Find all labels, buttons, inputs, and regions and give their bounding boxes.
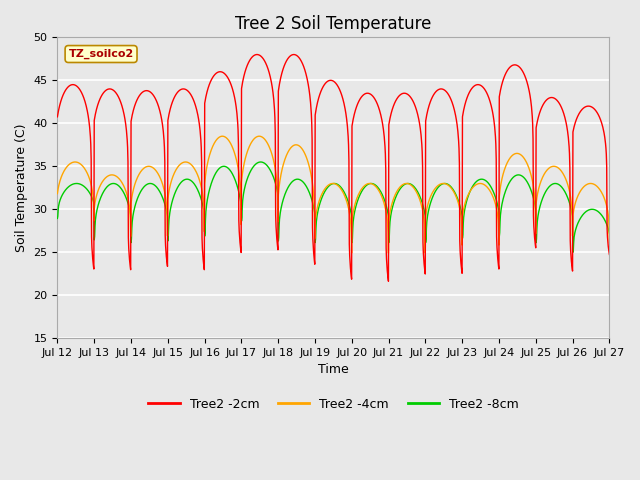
Title: Tree 2 Soil Temperature: Tree 2 Soil Temperature: [236, 15, 431, 33]
Legend: Tree2 -2cm, Tree2 -4cm, Tree2 -8cm: Tree2 -2cm, Tree2 -4cm, Tree2 -8cm: [143, 393, 524, 416]
Y-axis label: Soil Temperature (C): Soil Temperature (C): [15, 123, 28, 252]
Text: TZ_soilco2: TZ_soilco2: [68, 49, 134, 59]
X-axis label: Time: Time: [318, 363, 349, 376]
